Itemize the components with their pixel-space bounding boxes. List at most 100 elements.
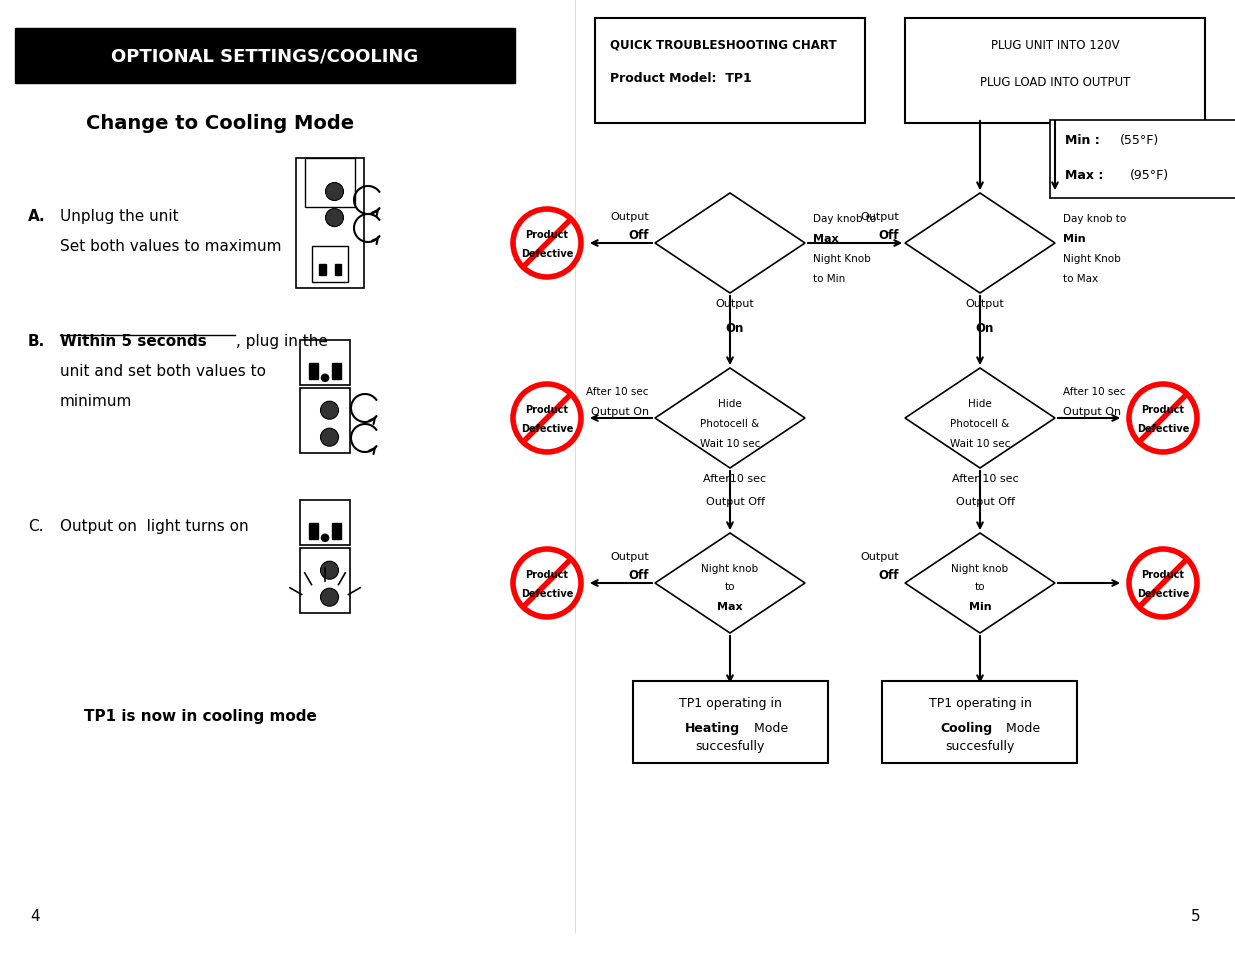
Text: Defective: Defective	[1136, 588, 1189, 598]
FancyBboxPatch shape	[883, 681, 1077, 763]
Polygon shape	[655, 534, 805, 634]
FancyBboxPatch shape	[595, 19, 864, 124]
Text: succesfully: succesfully	[695, 740, 764, 752]
Text: Wait 10 sec: Wait 10 sec	[950, 438, 1010, 449]
FancyBboxPatch shape	[905, 19, 1205, 124]
Text: Output: Output	[610, 212, 650, 222]
Text: Product: Product	[1141, 405, 1184, 415]
Text: Output Off: Output Off	[956, 497, 1014, 506]
Text: Off: Off	[629, 229, 650, 242]
Text: Photocell &: Photocell &	[700, 418, 760, 429]
Text: PLUG LOAD INTO OUTPUT: PLUG LOAD INTO OUTPUT	[979, 76, 1130, 89]
Text: Product: Product	[1141, 569, 1184, 579]
Text: Defective: Defective	[521, 249, 573, 258]
Text: QUICK TROUBLESHOOTING CHART: QUICK TROUBLESHOOTING CHART	[610, 39, 836, 52]
Text: to: to	[974, 581, 986, 592]
Text: Output: Output	[966, 298, 1004, 309]
FancyBboxPatch shape	[309, 363, 317, 379]
Circle shape	[1129, 385, 1197, 453]
Text: After 10 sec: After 10 sec	[952, 474, 1019, 483]
Text: to Min: to Min	[813, 274, 845, 284]
Text: to: to	[725, 581, 735, 592]
Text: Change to Cooling Mode: Change to Cooling Mode	[86, 114, 354, 133]
Text: Off: Off	[629, 568, 650, 581]
Text: A.: A.	[28, 209, 46, 224]
Polygon shape	[655, 193, 805, 294]
Text: , plug in the: , plug in the	[236, 334, 327, 349]
Text: TP1 operating in: TP1 operating in	[678, 697, 782, 709]
Text: On: On	[976, 322, 994, 335]
Circle shape	[513, 385, 580, 453]
Text: unit and set both values to: unit and set both values to	[61, 364, 266, 378]
Text: minimum: minimum	[61, 394, 132, 409]
FancyBboxPatch shape	[332, 363, 341, 379]
FancyBboxPatch shape	[305, 159, 356, 208]
Text: After 10 sec: After 10 sec	[1063, 387, 1125, 396]
Text: Off: Off	[878, 568, 899, 581]
Text: Product: Product	[526, 405, 568, 415]
Text: Within 5 seconds: Within 5 seconds	[61, 334, 206, 349]
Circle shape	[326, 210, 343, 228]
Text: TP1 operating in: TP1 operating in	[929, 697, 1031, 709]
Text: Max: Max	[813, 233, 839, 244]
Text: to Max: to Max	[1063, 274, 1098, 284]
Polygon shape	[905, 369, 1055, 469]
Text: B.: B.	[28, 334, 46, 349]
Text: Output Off: Output Off	[705, 497, 764, 506]
FancyBboxPatch shape	[300, 548, 351, 613]
Text: Hide: Hide	[718, 398, 742, 409]
FancyBboxPatch shape	[309, 523, 317, 539]
Text: Night Knob: Night Knob	[813, 253, 871, 264]
FancyBboxPatch shape	[296, 159, 364, 289]
Text: TP1 is now in cooling mode: TP1 is now in cooling mode	[84, 708, 316, 723]
Text: Set both values to maximum: Set both values to maximum	[61, 239, 282, 253]
Text: Min: Min	[968, 601, 992, 612]
Text: Defective: Defective	[1136, 423, 1189, 434]
FancyBboxPatch shape	[15, 29, 515, 84]
FancyBboxPatch shape	[332, 523, 341, 539]
Text: Product Model:  TP1: Product Model: TP1	[610, 71, 752, 85]
Text: Max :: Max :	[1065, 169, 1103, 182]
FancyBboxPatch shape	[300, 388, 351, 453]
Text: Product: Product	[526, 569, 568, 579]
FancyBboxPatch shape	[312, 246, 348, 282]
Text: PLUG UNIT INTO 120V: PLUG UNIT INTO 120V	[990, 39, 1119, 52]
Polygon shape	[905, 193, 1055, 294]
Text: Unplug the unit: Unplug the unit	[61, 209, 179, 224]
Text: Output on  light turns on: Output on light turns on	[61, 518, 248, 534]
Text: (95°F): (95°F)	[1130, 169, 1170, 182]
Text: Min: Min	[1063, 233, 1086, 244]
Text: Hide: Hide	[968, 398, 992, 409]
Circle shape	[326, 183, 343, 201]
Text: After10 sec: After10 sec	[704, 474, 767, 483]
Text: Product: Product	[526, 230, 568, 240]
Text: Defective: Defective	[521, 423, 573, 434]
Circle shape	[513, 210, 580, 277]
FancyBboxPatch shape	[632, 681, 827, 763]
FancyBboxPatch shape	[335, 265, 341, 276]
Text: Photocell &: Photocell &	[951, 418, 1010, 429]
FancyBboxPatch shape	[300, 340, 351, 386]
Text: Mode: Mode	[750, 721, 788, 734]
Text: C.: C.	[28, 518, 43, 534]
Polygon shape	[905, 534, 1055, 634]
Text: Min :: Min :	[1065, 133, 1099, 147]
Circle shape	[321, 375, 329, 382]
Text: Night knob: Night knob	[701, 563, 758, 574]
Text: 4: 4	[30, 908, 40, 923]
FancyBboxPatch shape	[1050, 121, 1235, 199]
Text: Day knob to: Day knob to	[813, 213, 877, 224]
Text: 5: 5	[1191, 908, 1200, 923]
Text: Day knob to: Day knob to	[1063, 213, 1126, 224]
FancyBboxPatch shape	[300, 500, 351, 545]
Circle shape	[321, 561, 338, 579]
Text: (55°F): (55°F)	[1120, 133, 1160, 147]
Text: Night knob: Night knob	[951, 563, 1009, 574]
Text: Heating: Heating	[685, 721, 740, 734]
Text: Mode: Mode	[1002, 721, 1040, 734]
Text: Output On: Output On	[590, 407, 650, 416]
Circle shape	[1129, 550, 1197, 618]
Circle shape	[321, 589, 338, 606]
Text: On: On	[726, 322, 745, 335]
FancyBboxPatch shape	[319, 265, 326, 276]
